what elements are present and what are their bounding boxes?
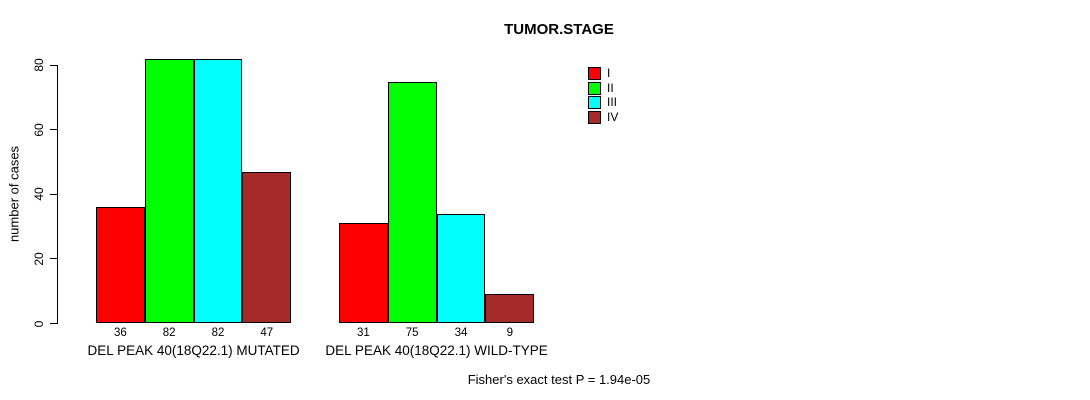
bar-value-label: 9 — [506, 327, 513, 339]
legend-row-i: I — [588, 66, 618, 81]
bar-value-label: 82 — [162, 327, 176, 339]
legend-label: II — [607, 80, 614, 95]
bar-value-label: 47 — [260, 327, 274, 339]
bar-stage-i-group-2 — [339, 223, 388, 324]
bar-stage-iii-group-1 — [193, 58, 243, 324]
bar-stage-ii-group-2 — [387, 81, 437, 324]
legend-row-iv: IV — [588, 110, 618, 125]
legend-swatch-icon — [588, 110, 601, 124]
y-tick-mark — [50, 129, 57, 131]
y-tick-mark — [50, 323, 57, 324]
legend-swatch-icon — [588, 96, 601, 110]
y-tick-label: 40 — [32, 187, 46, 202]
bar-value-label: 36 — [113, 327, 127, 339]
y-tick-mark — [50, 64, 57, 66]
bar-value-label: 31 — [356, 327, 370, 339]
bar-stage-iv-group-2 — [485, 294, 535, 324]
category-label: DEL PEAK 40(18Q22.1) MUTATED — [87, 343, 300, 358]
bar-stage-ii-group-1 — [144, 58, 194, 324]
y-tick-mark — [50, 258, 57, 260]
bar-stage-iv-group-1 — [242, 171, 292, 324]
legend-swatch-icon — [588, 66, 601, 80]
legend-label: III — [607, 95, 618, 110]
bar-value-label: 34 — [454, 327, 468, 339]
legend-row-iii: III — [588, 95, 618, 110]
bar-value-label: 75 — [405, 327, 419, 339]
legend-row-ii: II — [588, 81, 618, 96]
fisher-test-annotation: Fisher's exact test P = 1.94e-05 — [467, 372, 651, 387]
chart-title: TUMOR.STAGE — [504, 21, 614, 38]
y-tick-mark — [50, 193, 57, 195]
legend: I II III IV — [588, 66, 618, 125]
bar-stage-i-group-1 — [96, 207, 145, 324]
y-tick-label: 0 — [32, 320, 46, 327]
y-tick-label: 20 — [32, 252, 46, 266]
y-axis-line — [57, 65, 58, 324]
y-tick-label: 60 — [32, 123, 46, 137]
legend-label: I — [607, 65, 611, 80]
y-tick-label: 80 — [32, 58, 46, 73]
y-axis-label: number of cases — [6, 145, 22, 243]
category-label: DEL PEAK 40(18Q22.1) WILD-TYPE — [325, 343, 548, 358]
legend-swatch-icon — [588, 81, 601, 95]
bar-value-label: 82 — [211, 327, 225, 339]
legend-label: IV — [607, 109, 619, 124]
bar-stage-iii-group-2 — [436, 213, 486, 324]
